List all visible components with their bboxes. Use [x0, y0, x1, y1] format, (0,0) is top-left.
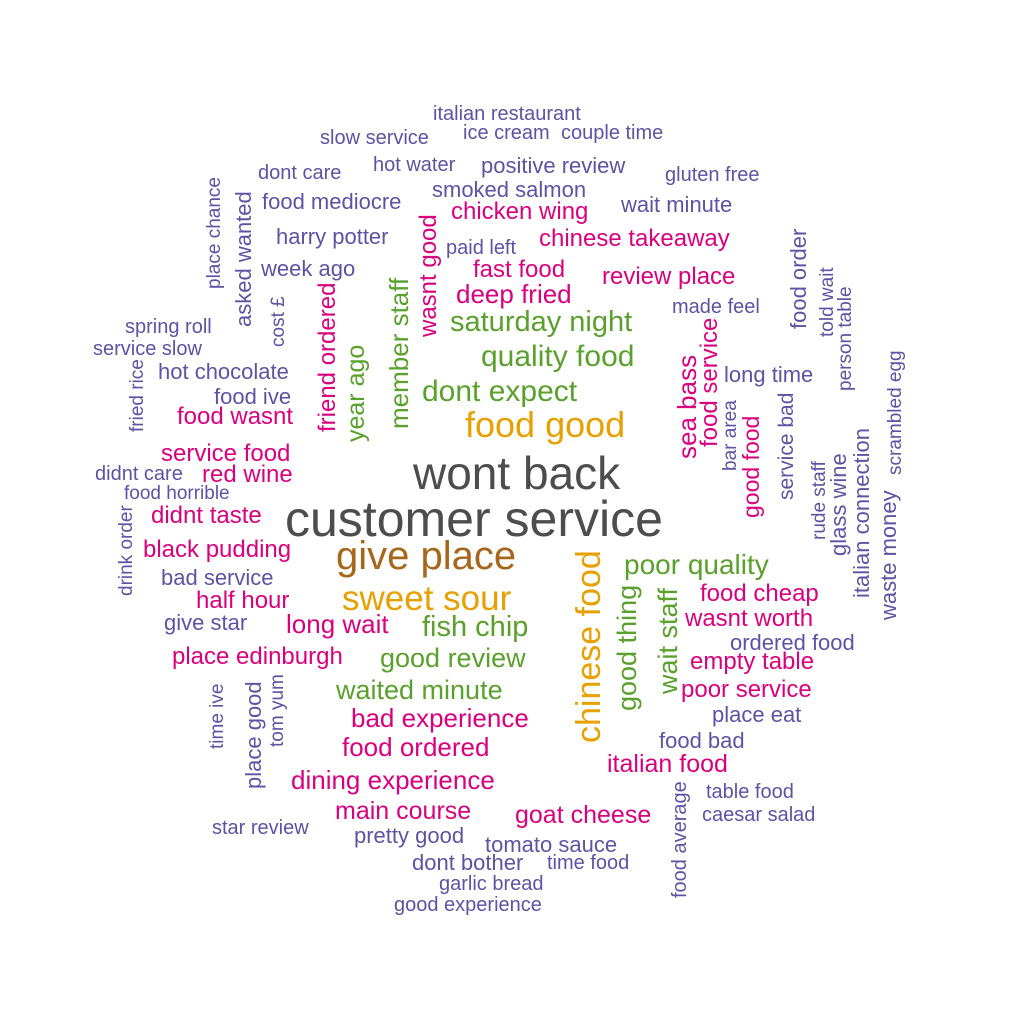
word-empty-table: empty table — [690, 648, 815, 675]
word-drink-order: drink order — [116, 505, 137, 596]
word-place-good: place good — [241, 681, 266, 789]
word-dont-bother: dont bother — [412, 850, 524, 875]
word-wasnt-good: wasnt good — [415, 214, 442, 337]
word-food-average: food average — [669, 781, 691, 898]
word-black-pudding: black pudding — [143, 536, 292, 563]
word-quality-food: quality food — [481, 340, 635, 373]
word-poor-quality: poor quality — [624, 549, 769, 580]
word-long-time: long time — [724, 362, 814, 387]
word-wait-staff: wait staff — [653, 587, 683, 694]
word-didnt-taste: didnt taste — [151, 502, 262, 529]
word-bad-experience: bad experience — [351, 703, 529, 733]
word-caesar-salad: caesar salad — [702, 804, 816, 826]
word-poor-service: poor service — [681, 676, 812, 703]
word-table-food: table food — [706, 781, 794, 803]
word-service-bad: service bad — [775, 392, 798, 500]
word-fried-rice: fried rice — [127, 359, 148, 432]
word-pretty-good: pretty good — [354, 823, 465, 848]
word-place-eat: place eat — [712, 702, 802, 727]
word-paid-left: paid left — [446, 237, 517, 259]
word-member-staff: member staff — [384, 277, 414, 429]
word-ordered-food: ordered food — [730, 630, 855, 655]
word-time-ive: time ive — [207, 683, 228, 749]
word-cost: cost £ — [268, 296, 289, 347]
word-slow-service: slow service — [320, 127, 429, 149]
word-good-food: good food — [738, 415, 764, 518]
word-red-wine: red wine — [202, 461, 293, 488]
word-week-ago: week ago — [261, 256, 356, 281]
word-food-wasnt: food wasnt — [177, 403, 294, 430]
word-sweet-sour: sweet sour — [342, 579, 512, 618]
word-didnt-care: didnt care — [95, 463, 183, 485]
word-italian-food: italian food — [607, 750, 728, 778]
word-dont-care: dont care — [258, 162, 342, 184]
word-tom-yum: tom yum — [267, 674, 288, 747]
word-hot-chocolate: hot chocolate — [158, 359, 289, 384]
word-year-ago: year ago — [342, 344, 370, 442]
word-saturday-night: saturday night — [450, 306, 633, 338]
word-waste-money: waste money — [876, 490, 901, 620]
word-chicken-wing: chicken wing — [451, 198, 589, 225]
word-wait-minute: wait minute — [621, 192, 733, 217]
word-good-thing: good thing — [612, 584, 642, 711]
word-place-edinburgh: place edinburgh — [172, 643, 343, 670]
word-review-place: review place — [602, 263, 736, 290]
word-food-bad: food bad — [659, 728, 745, 753]
word-friend-ordered: friend ordered — [314, 282, 341, 432]
word-dont-expect: dont expect — [422, 375, 578, 408]
word-ice-cream: ice cream — [463, 122, 550, 144]
word-italian-restaurant: italian restaurant — [433, 103, 581, 125]
word-place-chance: place chance — [204, 177, 225, 289]
word-made-feel: made feel — [672, 296, 760, 318]
word-food-order: food order — [786, 228, 811, 329]
word-main-course: main course — [335, 797, 472, 825]
word-half-hour: half hour — [196, 587, 290, 614]
word-garlic-bread: garlic bread — [439, 873, 544, 895]
word-star-review: star review — [212, 817, 309, 839]
word-deep-fried: deep fried — [456, 279, 572, 309]
word-fast-food: fast food — [473, 256, 566, 283]
word-bar-area: bar area — [720, 400, 741, 471]
word-service-slow: service slow — [93, 338, 202, 360]
word-couple-time: couple time — [561, 122, 664, 144]
word-scrambled-egg: scrambled egg — [885, 350, 906, 475]
word-goat-cheese: goat cheese — [515, 801, 652, 829]
word-service-food: service food — [161, 440, 291, 467]
word-food-mediocre: food mediocre — [262, 189, 402, 214]
word-food-good: food good — [465, 404, 626, 445]
word-spring-roll: spring roll — [125, 316, 212, 338]
word-tomato-sauce: tomato sauce — [485, 832, 618, 857]
word-food-horrible: food horrible — [124, 483, 230, 504]
word-chinese-takeaway: chinese takeaway — [539, 225, 730, 252]
word-wont-back: wont back — [413, 447, 621, 499]
word-italian-connection: italian connection — [849, 427, 874, 598]
word-wasnt-worth: wasnt worth — [685, 605, 814, 632]
word-gluten-free: gluten free — [665, 164, 760, 186]
word-hot-water: hot water — [373, 154, 456, 176]
word-bad-service: bad service — [161, 565, 274, 590]
word-asked-wanted: asked wanted — [231, 191, 256, 327]
word-chinese-food: chinese food — [570, 550, 608, 743]
word-good-review: good review — [380, 643, 526, 673]
word-give-star: give star — [164, 610, 248, 635]
word-food-ive: food ive — [214, 384, 292, 409]
word-dining-experience: dining experience — [291, 765, 495, 795]
word-food-cheap: food cheap — [700, 580, 819, 607]
word-positive-review: positive review — [481, 153, 626, 178]
word-waited-minute: waited minute — [336, 675, 503, 705]
word-give-place: give place — [336, 534, 517, 578]
word-time-food: time food — [547, 852, 630, 874]
word-person-table: person table — [835, 286, 856, 391]
word-harry-potter: harry potter — [276, 224, 389, 249]
word-glass-wine: glass wine — [826, 453, 851, 556]
word-food-ordered: food ordered — [342, 732, 490, 762]
word-fish-chip: fish chip — [422, 611, 529, 643]
word-long-wait: long wait — [286, 609, 389, 639]
word-food-service: food service — [696, 317, 723, 447]
word-smoked-salmon: smoked salmon — [432, 177, 587, 202]
word-good-experience: good experience — [394, 894, 542, 916]
word-customer-service: customer service — [285, 491, 663, 547]
